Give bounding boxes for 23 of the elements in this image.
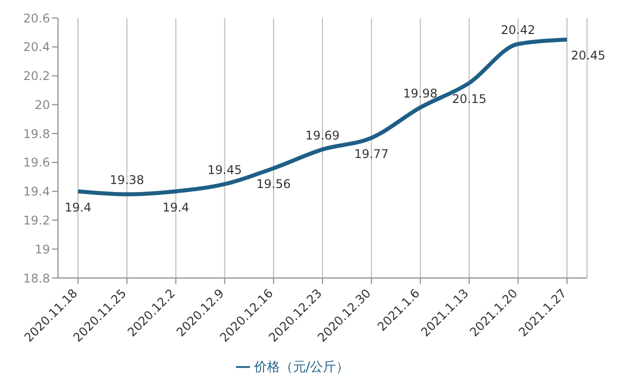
y-tick-label: 19 xyxy=(34,242,50,256)
y-tick-label: 20.6 xyxy=(23,11,50,26)
data-label: 19.56 xyxy=(256,177,291,192)
legend-label: 价格（元/公斤） xyxy=(254,360,350,375)
y-tick-label: 19.6 xyxy=(23,156,50,170)
y-tick-label: 19.2 xyxy=(23,213,50,228)
data-label: 20.15 xyxy=(452,92,486,106)
data-label: 19.69 xyxy=(305,128,340,142)
line-series xyxy=(76,38,569,196)
data-label: 19.38 xyxy=(110,173,144,188)
data-label: 19.45 xyxy=(208,163,242,178)
y-tick-label: 18.8 xyxy=(23,271,50,286)
data-label: 20.42 xyxy=(500,23,536,37)
y-tick-label: 19.4 xyxy=(23,184,50,199)
data-label: 19.77 xyxy=(354,146,389,161)
y-tick-label: 19.8 xyxy=(23,126,50,141)
data-label: 20.45 xyxy=(571,48,606,63)
y-tick-label: 20 xyxy=(34,98,50,112)
data-label: 19.4 xyxy=(64,200,92,214)
y-tick-label: 20.2 xyxy=(23,69,50,84)
data-label: 19.98 xyxy=(403,86,438,101)
y-tick-label: 20.4 xyxy=(23,40,50,54)
data-label: 19.4 xyxy=(162,200,190,214)
